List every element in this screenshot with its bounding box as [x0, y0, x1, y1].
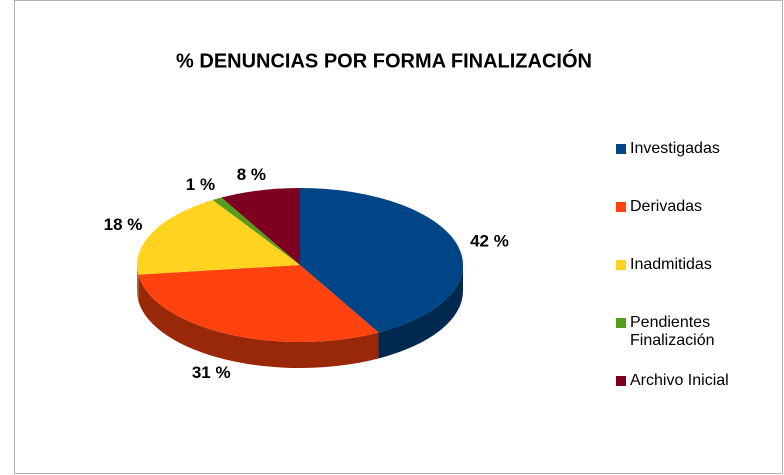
pie-slice: [212, 197, 300, 265]
chart-title: % DENUNCIAS POR FORMA FINALIZACIÓN: [176, 48, 592, 72]
legend-item: Inadmitidas: [616, 256, 766, 314]
pie-side: [378, 265, 463, 359]
pie: [137, 188, 464, 369]
pie-slice: [137, 199, 300, 275]
legend-swatch: [616, 202, 626, 212]
legend-item: Archivo Inicial: [616, 372, 766, 430]
legend-label: Archivo Inicial: [630, 372, 729, 389]
legend-swatch: [616, 376, 626, 386]
legend-item: Derivadas: [616, 198, 766, 256]
legend-label: Investigadas: [630, 140, 720, 157]
legend-label: Inadmitidas: [630, 256, 712, 273]
pie-side: [137, 265, 139, 301]
legend-item: Pendientes Finalización: [616, 314, 766, 372]
legend-label: Pendientes Finalización: [630, 314, 715, 349]
data-label: 18 %: [104, 215, 143, 234]
data-label: 1 %: [186, 175, 215, 194]
data-label: 31 %: [192, 363, 231, 382]
data-label: 8 %: [237, 165, 266, 184]
legend-label: Derivadas: [630, 198, 703, 215]
legend: Investigadas Derivadas Inadmitidas Pendient…: [616, 140, 766, 430]
pie-slice: [221, 188, 300, 265]
legend-swatch: [616, 144, 626, 154]
data-label: 42 %: [470, 232, 509, 251]
pie-slice: [138, 265, 379, 342]
pie-side: [138, 274, 379, 369]
legend-swatch: [616, 318, 626, 328]
pie-slice: [300, 188, 464, 333]
legend-swatch: [616, 260, 626, 270]
legend-item: Investigadas: [616, 140, 766, 198]
